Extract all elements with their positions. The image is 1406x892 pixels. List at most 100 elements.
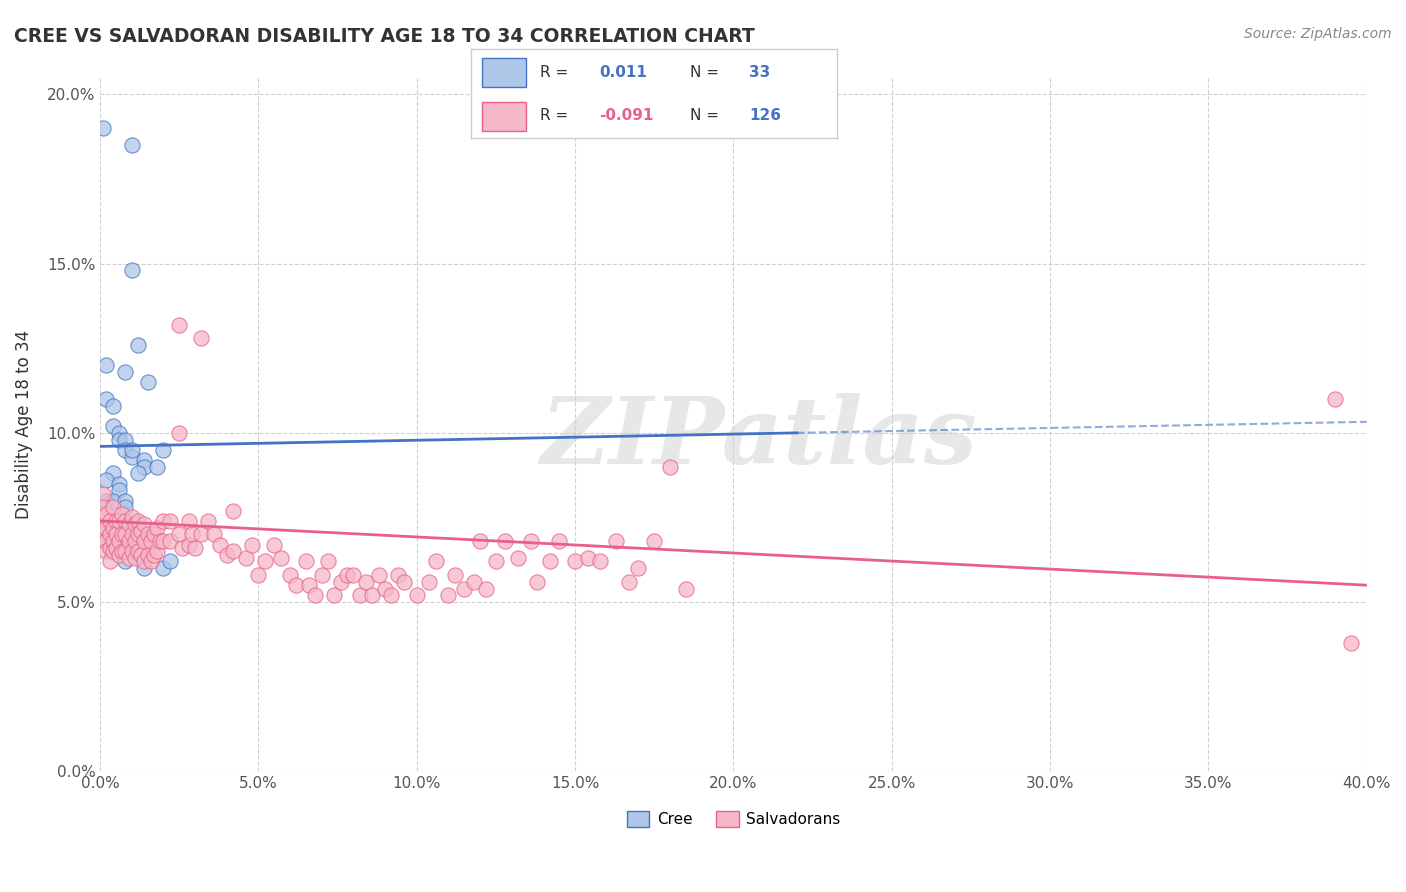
Point — [146, 521, 169, 535]
Point — [117, 517, 139, 532]
Point — [468, 534, 491, 549]
Text: R =: R = — [540, 65, 568, 79]
Point — [184, 541, 207, 555]
Point — [605, 534, 627, 549]
Point — [121, 263, 143, 277]
Text: 33: 33 — [749, 65, 770, 79]
Point — [485, 554, 508, 568]
Point — [463, 574, 485, 589]
Point — [675, 582, 697, 596]
Point — [117, 534, 139, 549]
Point — [101, 467, 124, 481]
Point — [108, 548, 131, 562]
Text: N =: N = — [690, 65, 720, 79]
Point — [104, 514, 127, 528]
Point — [121, 510, 143, 524]
Point — [96, 534, 118, 549]
Point — [121, 138, 143, 153]
Point — [124, 517, 146, 532]
Text: R =: R = — [540, 109, 568, 123]
Point — [181, 527, 204, 541]
Point — [146, 544, 169, 558]
Point — [108, 425, 131, 440]
Point — [508, 551, 530, 566]
Y-axis label: Disability Age 18 to 34: Disability Age 18 to 34 — [15, 330, 32, 519]
Point — [152, 534, 174, 549]
Point — [114, 554, 136, 568]
Point — [169, 318, 191, 332]
Point — [91, 527, 114, 541]
Point — [136, 527, 159, 541]
Point — [617, 574, 640, 589]
Point — [104, 527, 127, 541]
Point — [298, 578, 321, 592]
Text: Source: ZipAtlas.com: Source: ZipAtlas.com — [1244, 27, 1392, 41]
Point — [108, 433, 131, 447]
Point — [98, 514, 121, 528]
Text: CREE VS SALVADORAN DISABILITY AGE 18 TO 34 CORRELATION CHART: CREE VS SALVADORAN DISABILITY AGE 18 TO … — [14, 27, 755, 45]
Point — [127, 544, 149, 558]
Point — [589, 554, 612, 568]
Point — [202, 527, 225, 541]
Point — [91, 510, 114, 524]
Point — [127, 514, 149, 528]
Point — [96, 358, 118, 372]
Point — [91, 521, 114, 535]
Point — [405, 588, 427, 602]
Point — [114, 365, 136, 379]
Point — [177, 514, 200, 528]
Point — [129, 524, 152, 538]
Point — [190, 331, 212, 345]
Point — [564, 554, 586, 568]
Point — [1324, 392, 1347, 406]
Point — [98, 554, 121, 568]
Point — [143, 527, 166, 541]
Point — [96, 493, 118, 508]
Point — [108, 534, 131, 549]
Point — [576, 551, 599, 566]
Point — [134, 459, 156, 474]
Point — [197, 514, 219, 528]
Point — [520, 534, 543, 549]
Point — [437, 588, 460, 602]
Point — [367, 568, 389, 582]
Point — [159, 514, 181, 528]
Point — [96, 544, 118, 558]
Point — [336, 568, 359, 582]
Point — [270, 551, 292, 566]
Point — [127, 338, 149, 352]
Point — [149, 534, 172, 549]
Point — [114, 442, 136, 457]
Point — [121, 442, 143, 457]
Bar — [482, 58, 526, 87]
Point — [96, 392, 118, 406]
Point — [101, 399, 124, 413]
Point — [96, 521, 118, 535]
Point — [453, 582, 475, 596]
Point — [127, 527, 149, 541]
Point — [643, 534, 665, 549]
Point — [169, 527, 191, 541]
Text: N =: N = — [690, 109, 720, 123]
Point — [152, 514, 174, 528]
Point — [108, 476, 131, 491]
Point — [127, 467, 149, 481]
Point — [91, 500, 114, 515]
Point — [101, 534, 124, 549]
Point — [387, 568, 409, 582]
Point — [114, 514, 136, 528]
Point — [134, 517, 156, 532]
Point — [117, 551, 139, 566]
Point — [101, 419, 124, 434]
Text: 126: 126 — [749, 109, 780, 123]
Point — [159, 554, 181, 568]
Point — [304, 588, 326, 602]
Point — [172, 541, 194, 555]
Point — [121, 544, 143, 558]
Point — [101, 493, 124, 508]
Point — [425, 554, 447, 568]
Point — [136, 548, 159, 562]
Text: 0.011: 0.011 — [599, 65, 647, 79]
Point — [342, 568, 364, 582]
Point — [215, 548, 238, 562]
